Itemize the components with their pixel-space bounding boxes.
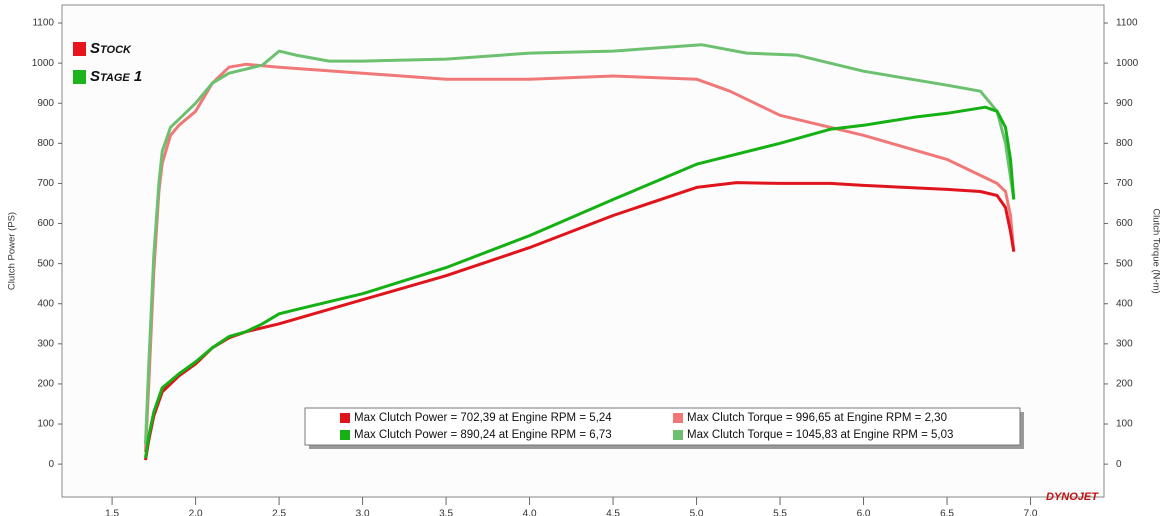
x-tick-label: 2.5 [272, 509, 286, 516]
x-tick-label: 1.5 [105, 509, 119, 516]
legend-swatch [673, 430, 683, 440]
y-tick-label: 700 [37, 178, 54, 189]
x-tick-label: 5.5 [773, 509, 787, 516]
y-tick-label: 100 [37, 419, 54, 430]
y2-tick-label: 1100 [1116, 18, 1138, 29]
legend-swatch [73, 42, 86, 56]
legend: Max Clutch Power = 702,39 at Engine RPM … [304, 407, 1024, 449]
y2-tick-label: 900 [1116, 98, 1133, 109]
y-tick-label: 0 [48, 459, 54, 470]
series-line [144, 105, 1016, 459]
y-tick-label: 300 [37, 338, 54, 349]
y-tick-label: 600 [37, 218, 54, 229]
y-tick-label: 1000 [32, 58, 55, 69]
watermark: DYNOJET [1046, 491, 1099, 503]
y-tick-label: 800 [37, 138, 54, 149]
legend-swatch [340, 413, 350, 423]
y-tick-label: 900 [37, 98, 54, 109]
y-tick-label: 200 [37, 379, 54, 390]
x-tick-label: 3.0 [356, 509, 370, 516]
legend-label: Max Clutch Torque = 996,65 at Engine RPM… [687, 412, 947, 424]
y2-tick-label: 700 [1116, 178, 1133, 189]
x-tick-label: 4.5 [606, 509, 620, 516]
y2-tick-label: 300 [1116, 338, 1133, 349]
x-tick-label: 6.5 [940, 509, 954, 516]
y2-tick-label: 600 [1116, 218, 1133, 229]
x-tick-label: 2.0 [189, 509, 203, 516]
series-line [144, 43, 1016, 445]
y2-tick-label: 100 [1116, 419, 1133, 430]
x-tick-label: 3.5 [439, 509, 453, 516]
y2-tick-label: 400 [1116, 298, 1133, 309]
y2-tick-label: 500 [1116, 258, 1133, 269]
y-axis-label: Clutch Power (PS) [7, 212, 18, 290]
x-tick-label: 7.0 [1024, 509, 1038, 516]
y2-tick-label: 1000 [1116, 58, 1139, 69]
y-tick-label: 500 [37, 258, 54, 269]
x-tick-label: 4.0 [523, 509, 537, 516]
x-tick-label: 5.0 [690, 509, 704, 516]
legend-frame [304, 407, 1021, 446]
legend-swatch [340, 430, 350, 440]
legend-label: Max Clutch Power = 890,24 at Engine RPM … [354, 429, 612, 441]
legend-swatch [673, 413, 683, 423]
y2-tick-label: 200 [1116, 379, 1133, 390]
legend-label: Max Clutch Torque = 1045,83 at Engine RP… [687, 429, 953, 441]
legend-label: Max Clutch Power = 702,39 at Engine RPM … [354, 412, 612, 424]
y2-axis-label: Clutch Torque (N-m) [1150, 208, 1161, 293]
y-tick-label: 1100 [32, 18, 54, 29]
legend-swatch [73, 70, 86, 84]
x-tick-label: 6.0 [857, 509, 871, 516]
y-tick-label: 400 [37, 298, 54, 309]
y2-tick-label: 0 [1116, 459, 1122, 470]
series-line [144, 181, 1016, 461]
y2-tick-label: 800 [1116, 138, 1133, 149]
legend-group-label: Stage 1 [90, 68, 142, 85]
legend-group-label: Stock [90, 40, 132, 57]
